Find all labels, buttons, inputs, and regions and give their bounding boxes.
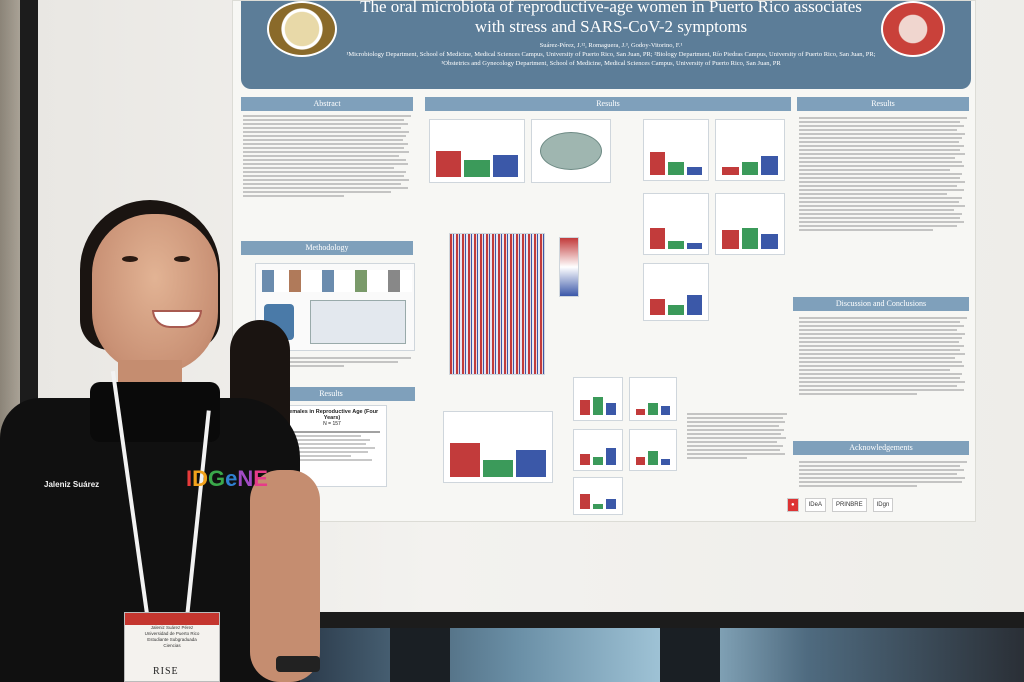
stress-boxplot xyxy=(573,377,623,421)
stress-boxplot xyxy=(629,377,677,421)
beta-diversity-plot xyxy=(531,119,611,183)
shirt-name-embroidery: Jaleniz Suárez xyxy=(44,480,100,489)
poster-header: The oral microbiota of reproductive-age … xyxy=(241,0,971,89)
affiliations-line: ¹Microbiology Department, School of Medi… xyxy=(346,51,876,67)
name-badge: Jaleniz Suárez Pérez Universidad de Puer… xyxy=(124,612,220,682)
discussion-heading: Discussion and Conclusions xyxy=(793,297,969,311)
poster-title: The oral microbiota of reproductive-age … xyxy=(360,0,862,36)
shirt-collar xyxy=(90,382,220,442)
figure-caption xyxy=(687,413,787,461)
wristwatch xyxy=(276,656,320,672)
sponsor-logo: PRINBRE xyxy=(831,498,867,512)
left-eye xyxy=(122,256,138,262)
acknowledgements-body xyxy=(799,461,967,489)
acknowledgements-heading: Acknowledgements xyxy=(793,441,969,455)
methodology-heading: Methodology xyxy=(241,241,413,255)
face xyxy=(92,214,218,374)
abundance-boxplot xyxy=(715,193,785,255)
sponsor-logo: ● xyxy=(787,498,799,512)
university-seal-logo xyxy=(267,1,337,57)
abundance-boxplot xyxy=(643,193,709,255)
results-center-heading: Results xyxy=(425,97,791,111)
medical-campus-seal-logo xyxy=(881,1,945,57)
results-bullets xyxy=(799,117,967,233)
badge-header xyxy=(125,613,219,625)
research-poster: The oral microbiota of reproductive-age … xyxy=(232,0,976,522)
badge-role: Estudiante Subgraduada xyxy=(147,637,197,642)
table-title: Females in Reproductive Age (Four Years) xyxy=(285,409,379,421)
heatmap-color-scale xyxy=(559,237,579,297)
taxa-heatmap xyxy=(449,233,545,375)
authors-line: Suárez-Pérez, J.¹², Romaguera, J.³, Godo… xyxy=(539,42,683,49)
right-eye xyxy=(174,256,190,262)
poster-authors: Suárez-Pérez, J.¹², Romaguera, J.³, Godo… xyxy=(341,41,881,68)
stress-boxplot xyxy=(573,477,623,515)
badge-institution: Universidad de Puerto Rico xyxy=(144,631,200,636)
abundance-boxplot xyxy=(643,119,709,181)
stand-leg xyxy=(390,628,450,682)
sponsor-logo: IDgn xyxy=(872,498,894,512)
floor-area xyxy=(300,628,1024,682)
abstract-body xyxy=(243,115,411,199)
methodology-caption xyxy=(243,357,411,369)
abstract-heading: Abstract xyxy=(241,97,413,111)
table-n: N = 157 xyxy=(323,421,341,427)
sponsor-logos: ● IDeA PRINBRE IDgn xyxy=(787,495,967,515)
lda-effect-plot xyxy=(443,411,553,483)
stand-leg xyxy=(660,628,720,682)
badge-name: Jaleniz Suárez Pérez xyxy=(150,625,194,630)
shirt-logo: IDGeNE xyxy=(186,466,268,491)
abundance-boxplot xyxy=(643,263,709,321)
results-right-heading: Results xyxy=(797,97,969,111)
discussion-body xyxy=(799,317,967,397)
abundance-boxplot xyxy=(715,119,785,181)
arm xyxy=(250,470,320,682)
stress-boxplot xyxy=(573,429,623,471)
badge-org: RISE xyxy=(153,666,179,677)
alpha-diversity-plot xyxy=(429,119,525,183)
badge-field: Ciencias xyxy=(163,643,181,648)
sponsor-logo: IDeA xyxy=(804,498,826,512)
stress-boxplot xyxy=(629,429,677,471)
presenter-person: Jaleniz Suárez IDGeNE Jaleniz Suárez Pér… xyxy=(0,170,320,682)
